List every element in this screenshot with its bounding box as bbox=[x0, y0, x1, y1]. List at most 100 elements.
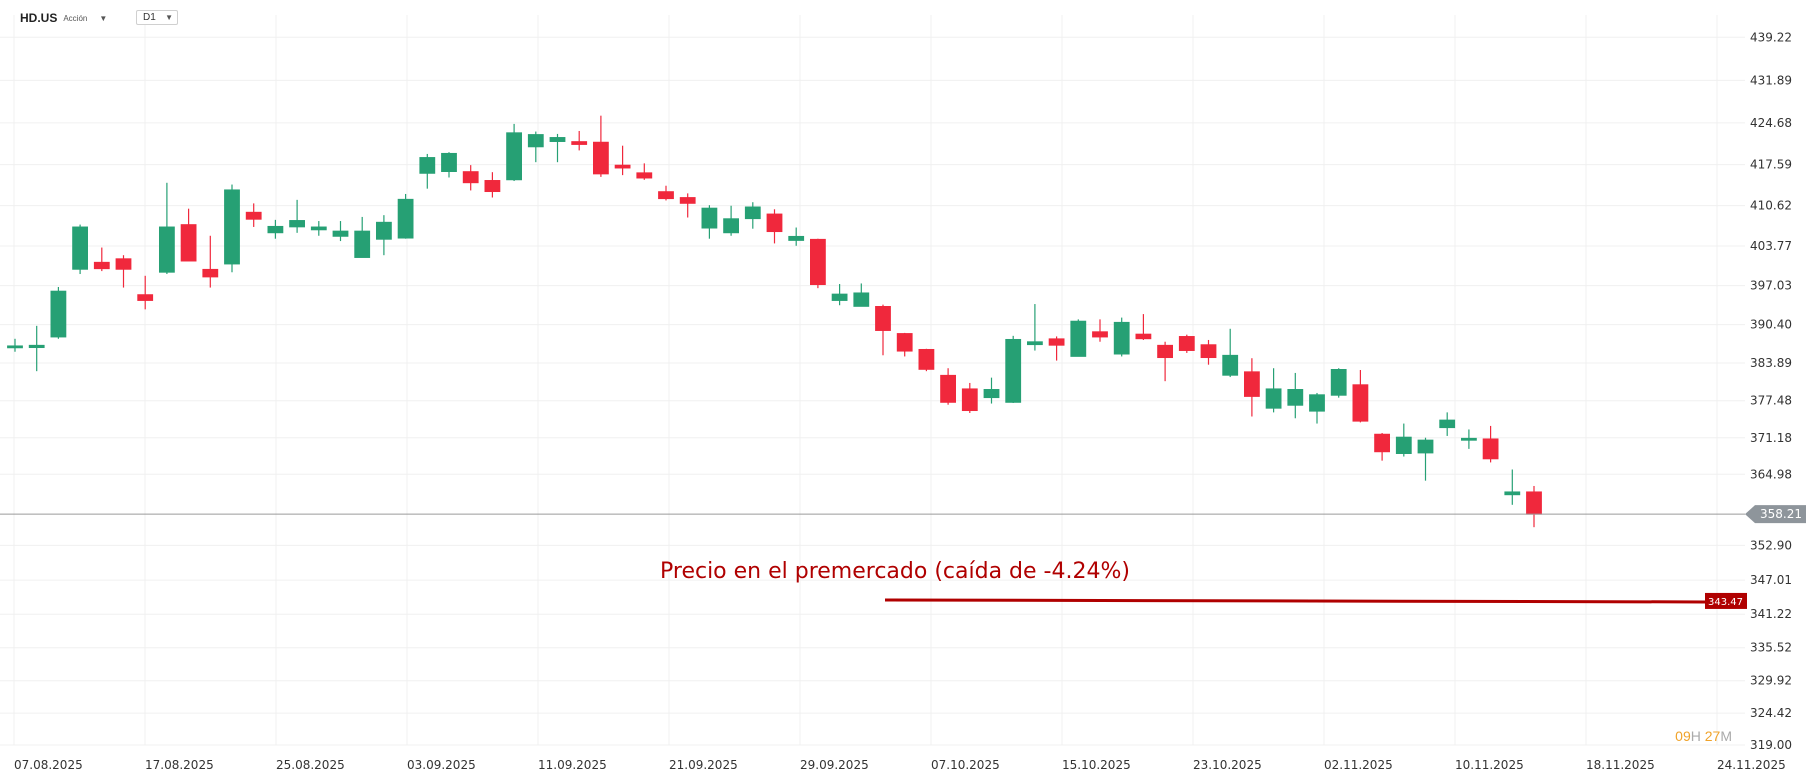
candle-body bbox=[810, 238, 826, 286]
candle-bullish bbox=[1417, 437, 1434, 481]
candle-body bbox=[961, 388, 978, 412]
x-tick-label: 11.09.2025 bbox=[538, 758, 607, 772]
candle-body bbox=[744, 206, 761, 220]
candle-bullish bbox=[1222, 328, 1239, 378]
countdown-hours: 09 bbox=[1675, 728, 1691, 744]
countdown-hours-unit: H bbox=[1690, 728, 1701, 744]
candle-body bbox=[918, 348, 935, 370]
candle-bullish bbox=[267, 219, 284, 239]
candle-body bbox=[1461, 437, 1477, 441]
timeframe-select[interactable]: D1 ▼ bbox=[136, 10, 178, 25]
candle-body bbox=[1157, 344, 1173, 359]
y-tick-label: 431.89 bbox=[1750, 73, 1792, 87]
candle-bullish bbox=[744, 202, 761, 229]
candle-bullish bbox=[1113, 317, 1130, 357]
candle-body bbox=[636, 172, 653, 179]
candle-body bbox=[701, 207, 718, 229]
candle-body bbox=[1439, 419, 1456, 429]
candle-bullish bbox=[723, 205, 739, 236]
candle-bearish bbox=[614, 145, 631, 176]
candle-body bbox=[831, 293, 848, 301]
candle-body bbox=[527, 134, 544, 148]
candle-body bbox=[1200, 344, 1217, 359]
candle-bullish bbox=[1395, 423, 1412, 457]
candle-body bbox=[766, 213, 783, 233]
candle-bearish bbox=[875, 304, 891, 356]
candle-body bbox=[1395, 436, 1412, 454]
candle-body bbox=[723, 218, 739, 234]
candle-bullish bbox=[1287, 372, 1304, 419]
y-tick-label: 403.77 bbox=[1750, 239, 1792, 253]
candle-body bbox=[419, 157, 436, 174]
candle-bearish bbox=[202, 235, 219, 288]
grid-lines bbox=[0, 15, 1745, 746]
x-tick-label: 21.09.2025 bbox=[669, 758, 738, 772]
candle-body bbox=[93, 261, 110, 270]
x-tick-label: 24.11.2025 bbox=[1717, 758, 1786, 772]
chevron-down-icon: ▼ bbox=[165, 13, 173, 22]
x-tick-label: 25.08.2025 bbox=[276, 758, 345, 772]
x-tick-label: 18.11.2025 bbox=[1586, 758, 1655, 772]
y-tick-label: 439.22 bbox=[1750, 30, 1792, 44]
candle-bullish bbox=[397, 193, 414, 239]
candle-body bbox=[289, 220, 306, 228]
candle-bullish bbox=[354, 216, 371, 258]
candle-body bbox=[7, 345, 23, 349]
timeframe-value: D1 bbox=[143, 12, 156, 23]
candle-bearish bbox=[93, 247, 110, 272]
candle-body bbox=[72, 226, 88, 270]
x-tick-label: 07.08.2025 bbox=[14, 758, 83, 772]
candle-bearish bbox=[1352, 369, 1369, 423]
y-tick-label: 335.52 bbox=[1750, 641, 1792, 655]
y-axis: 439.22 431.89 424.68 417.59 410.62 403.77 397.… bbox=[1750, 30, 1792, 752]
x-tick-label: 23.10.2025 bbox=[1193, 758, 1262, 772]
candle-bearish bbox=[940, 368, 956, 405]
candle-body bbox=[875, 306, 891, 331]
candle-bullish bbox=[527, 131, 544, 163]
candle-body bbox=[549, 137, 566, 142]
candle-bearish bbox=[1178, 334, 1195, 353]
candle-body bbox=[658, 191, 674, 200]
candle-bearish bbox=[245, 203, 262, 227]
candle-bullish bbox=[289, 199, 306, 233]
x-tick-label: 10.11.2025 bbox=[1455, 758, 1524, 772]
candle-bullish bbox=[788, 227, 805, 246]
candle-bullish bbox=[1461, 429, 1477, 449]
y-tick-label: 410.62 bbox=[1750, 199, 1792, 213]
candle-bearish bbox=[484, 172, 501, 198]
y-tick-label: 397.03 bbox=[1750, 279, 1792, 293]
y-tick-label: 383.89 bbox=[1750, 356, 1792, 370]
candle-bearish bbox=[810, 238, 826, 289]
premarket-price-badge bbox=[1705, 592, 1747, 609]
candle-body bbox=[267, 225, 284, 234]
candle-bearish bbox=[658, 185, 674, 201]
candle-body bbox=[1526, 491, 1542, 515]
candle-body bbox=[1330, 369, 1347, 396]
candle-bullish bbox=[50, 286, 67, 339]
candle-body bbox=[1222, 354, 1239, 376]
premarket-price-line bbox=[884, 598, 1706, 604]
y-tick-label: 319.00 bbox=[1750, 738, 1792, 752]
candle-bearish bbox=[636, 163, 653, 180]
symbol-label[interactable]: HD.US bbox=[20, 11, 58, 25]
premarket-price-label: 343.47 bbox=[1708, 597, 1743, 608]
chevron-down-icon[interactable]: ▼ bbox=[99, 13, 108, 23]
candle-bearish bbox=[1157, 341, 1173, 382]
candle-body bbox=[1352, 384, 1369, 422]
candle-bearish bbox=[961, 382, 978, 413]
candle-body bbox=[593, 141, 609, 175]
candle-bearish bbox=[1482, 425, 1499, 463]
candle-bearish bbox=[1048, 336, 1065, 361]
candle-bullish bbox=[701, 205, 718, 239]
candle-body bbox=[1374, 433, 1390, 453]
candle-body bbox=[1244, 371, 1260, 397]
candle-bearish bbox=[766, 209, 783, 244]
candle-body bbox=[853, 292, 870, 307]
candle-bullish bbox=[7, 338, 23, 352]
candles bbox=[7, 115, 1542, 528]
candle-body bbox=[50, 290, 67, 338]
countdown-minutes: 27 bbox=[1704, 728, 1721, 744]
candle-bullish bbox=[441, 152, 457, 178]
